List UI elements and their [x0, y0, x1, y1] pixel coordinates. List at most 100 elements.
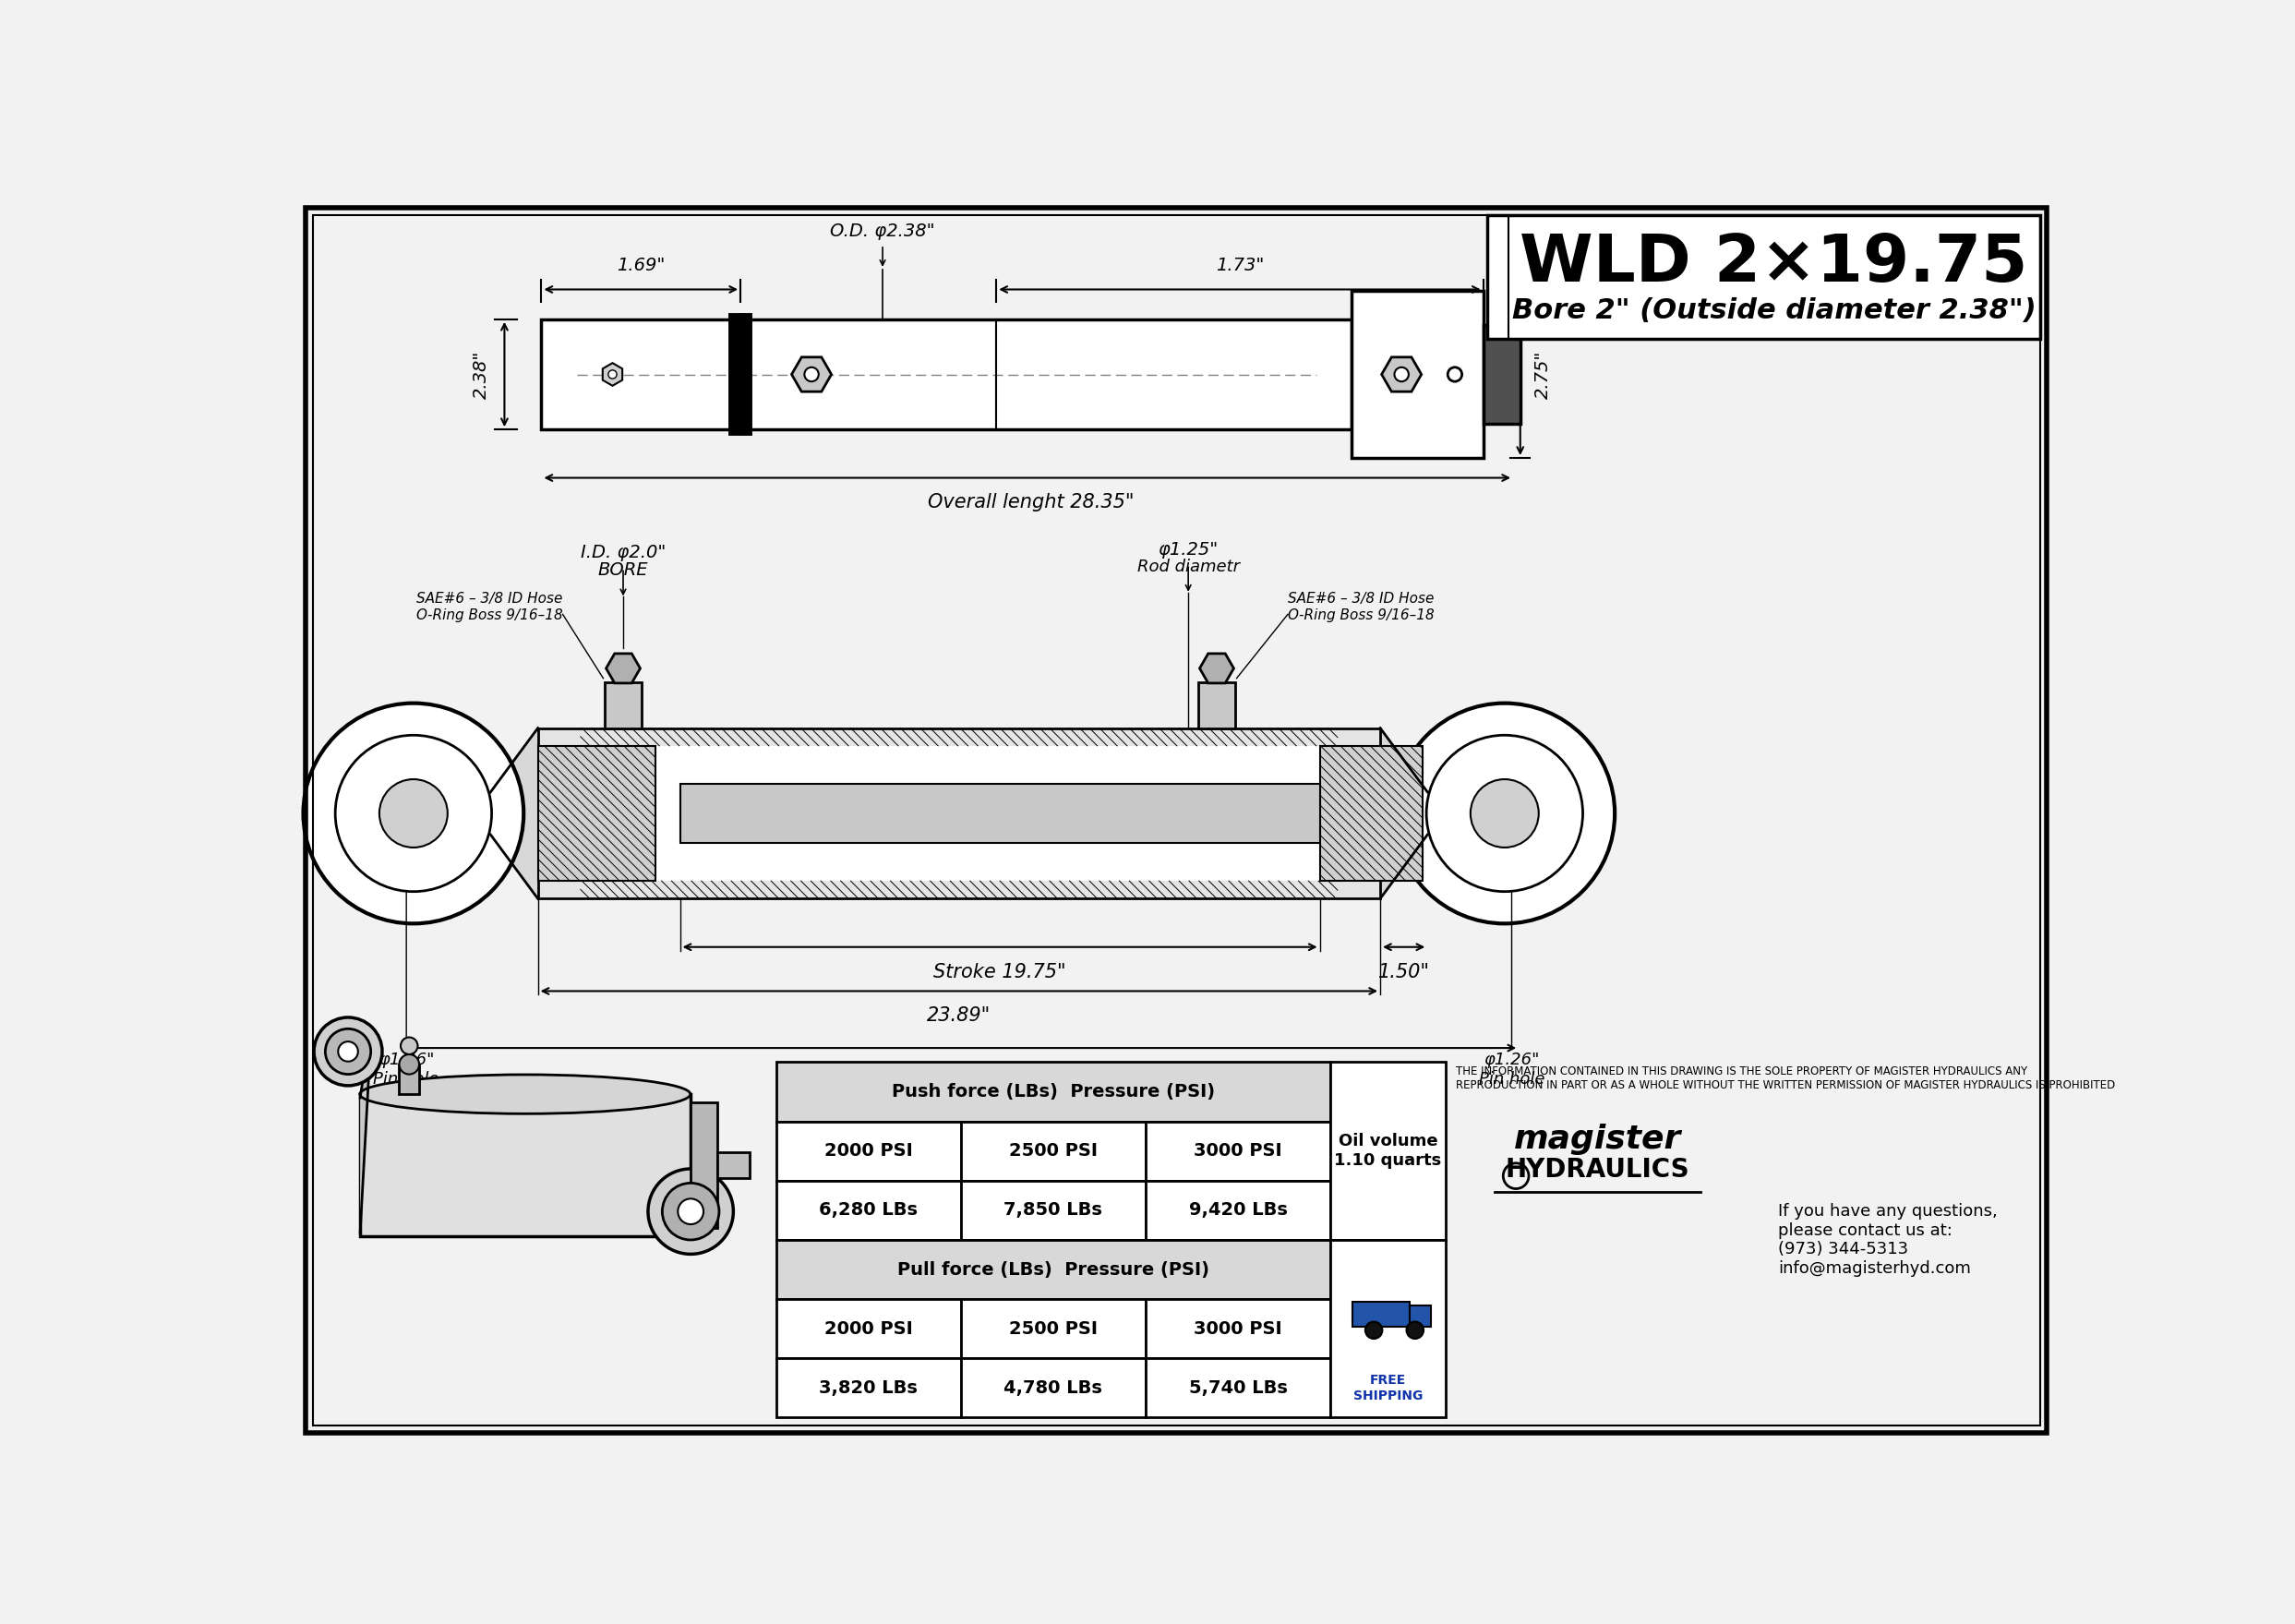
- Bar: [1352, 291, 1483, 458]
- Text: MAGISTER: MAGISTER: [792, 336, 1074, 385]
- Bar: [776, 1062, 1331, 1122]
- Bar: [604, 682, 643, 728]
- Bar: [691, 1103, 718, 1228]
- Bar: [776, 1299, 962, 1358]
- Circle shape: [1395, 703, 1616, 924]
- Bar: [962, 1122, 1145, 1181]
- Circle shape: [1427, 736, 1584, 892]
- Text: O.D. φ2.38": O.D. φ2.38": [831, 222, 934, 240]
- Text: THE INFORMATION CONTAINED IN THIS DRAWING IS THE SOLE PROPERTY OF MAGISTER HYDRA: THE INFORMATION CONTAINED IN THIS DRAWIN…: [1457, 1065, 2116, 1091]
- Bar: [962, 1358, 1145, 1418]
- Text: I.D. φ2.0": I.D. φ2.0": [581, 544, 666, 560]
- Bar: [1487, 214, 2040, 339]
- Text: 4,780 LBs: 4,780 LBs: [1003, 1379, 1102, 1397]
- Bar: [360, 1095, 691, 1236]
- Text: 2500 PSI: 2500 PSI: [1010, 1142, 1097, 1160]
- Bar: [962, 1299, 1145, 1358]
- Circle shape: [402, 1038, 418, 1054]
- Bar: [679, 783, 1320, 843]
- Text: 3000 PSI: 3000 PSI: [1193, 1142, 1283, 1160]
- Bar: [1145, 1299, 1331, 1358]
- Circle shape: [1471, 780, 1538, 848]
- Text: 3,820 LBs: 3,820 LBs: [819, 1379, 918, 1397]
- Text: BORE: BORE: [599, 562, 649, 578]
- Polygon shape: [1379, 728, 1427, 898]
- Bar: [1331, 1239, 1446, 1418]
- Circle shape: [1366, 1322, 1382, 1338]
- Circle shape: [663, 1182, 718, 1239]
- Text: 2000 PSI: 2000 PSI: [824, 1142, 913, 1160]
- Text: φ1.26"
Pin hole: φ1.26" Pin hole: [374, 1051, 438, 1088]
- Bar: [1320, 745, 1423, 880]
- Text: 2.75": 2.75": [1535, 351, 1551, 398]
- Bar: [1352, 1302, 1409, 1327]
- Text: HYDRAULICS: HYDRAULICS: [1506, 1158, 1689, 1182]
- Text: Stroke 19.75": Stroke 19.75": [934, 963, 1067, 981]
- Bar: [399, 1064, 420, 1095]
- Text: Retracted (Fully closed) 26.375": Retracted (Fully closed) 26.375": [803, 1065, 1115, 1085]
- Circle shape: [1448, 367, 1462, 382]
- Text: Oil volume
1.10 quarts: Oil volume 1.10 quarts: [1333, 1134, 1441, 1169]
- Text: WLD 2×19.75: WLD 2×19.75: [1519, 231, 2029, 296]
- Polygon shape: [360, 1039, 369, 1233]
- Circle shape: [1407, 1322, 1423, 1338]
- Circle shape: [1395, 367, 1409, 382]
- Bar: [962, 1181, 1145, 1239]
- Text: 6,280 LBs: 6,280 LBs: [819, 1202, 918, 1220]
- Text: HYDRAULICS: HYDRAULICS: [757, 380, 1108, 429]
- Text: Extended (Fully open) 46.125": Extended (Fully open) 46.125": [812, 1098, 1106, 1116]
- Polygon shape: [491, 728, 537, 898]
- Text: 2.38": 2.38": [473, 351, 491, 398]
- Bar: [1409, 1306, 1430, 1327]
- Text: 1.73": 1.73": [1216, 257, 1265, 274]
- Circle shape: [677, 1199, 705, 1224]
- Circle shape: [379, 780, 448, 848]
- Circle shape: [326, 1028, 372, 1073]
- Text: 1.69": 1.69": [617, 257, 666, 274]
- Text: SAE#6 – 3/8 ID Hose
O-Ring Boss 9/16–18: SAE#6 – 3/8 ID Hose O-Ring Boss 9/16–18: [415, 593, 562, 622]
- Bar: [1145, 1358, 1331, 1418]
- Bar: [581, 745, 1338, 880]
- Bar: [1483, 325, 1519, 424]
- Text: 7,850 LBs: 7,850 LBs: [1003, 1202, 1102, 1220]
- Text: magister: magister: [1515, 1124, 1682, 1155]
- Text: 3000 PSI: 3000 PSI: [1193, 1320, 1283, 1338]
- Circle shape: [335, 736, 491, 892]
- Circle shape: [337, 1041, 358, 1062]
- Ellipse shape: [360, 1075, 691, 1114]
- Bar: [542, 320, 1352, 429]
- Text: If you have any questions,
please contact us at:
(973) 344-5313
info@magisterhyd: If you have any questions, please contac…: [1779, 1203, 1997, 1276]
- Bar: [776, 1181, 962, 1239]
- Text: Rod diametr: Rod diametr: [1136, 559, 1239, 575]
- Text: 9,420 LBs: 9,420 LBs: [1189, 1202, 1287, 1220]
- Text: 2500 PSI: 2500 PSI: [1010, 1320, 1097, 1338]
- Bar: [537, 745, 654, 880]
- Circle shape: [399, 1054, 420, 1073]
- Bar: [1331, 1062, 1446, 1239]
- Circle shape: [608, 370, 617, 378]
- Bar: [537, 728, 1379, 898]
- Text: FREE
SHIPPING: FREE SHIPPING: [1354, 1374, 1423, 1402]
- Text: 1.50": 1.50": [1377, 963, 1430, 981]
- Circle shape: [806, 367, 819, 382]
- Bar: [776, 1239, 1331, 1299]
- Text: Overall lenght 28.35": Overall lenght 28.35": [927, 494, 1134, 512]
- Circle shape: [314, 1017, 383, 1085]
- Text: 2000 PSI: 2000 PSI: [824, 1320, 913, 1338]
- Circle shape: [647, 1169, 734, 1254]
- Bar: [1145, 1122, 1331, 1181]
- Text: SAE#6 – 3/8 ID Hose
O-Ring Boss 9/16–18: SAE#6 – 3/8 ID Hose O-Ring Boss 9/16–18: [1287, 593, 1434, 622]
- Bar: [1198, 682, 1235, 728]
- Text: 23.89": 23.89": [927, 1007, 991, 1025]
- Bar: [718, 1153, 750, 1177]
- Bar: [1145, 1181, 1331, 1239]
- Text: φ1.25": φ1.25": [1159, 541, 1219, 559]
- Bar: [776, 1358, 962, 1418]
- Text: Push force (LBs)  Pressure (PSI): Push force (LBs) Pressure (PSI): [890, 1083, 1214, 1101]
- Text: Pull force (LBs)  Pressure (PSI): Pull force (LBs) Pressure (PSI): [897, 1260, 1209, 1278]
- Circle shape: [303, 703, 523, 924]
- Text: Bore 2" (Outside diameter 2.38"): Bore 2" (Outside diameter 2.38"): [1512, 297, 2036, 325]
- Text: φ1.26"
Pin hole: φ1.26" Pin hole: [1478, 1051, 1545, 1088]
- Text: 5,740 LBs: 5,740 LBs: [1189, 1379, 1287, 1397]
- Bar: [776, 1122, 962, 1181]
